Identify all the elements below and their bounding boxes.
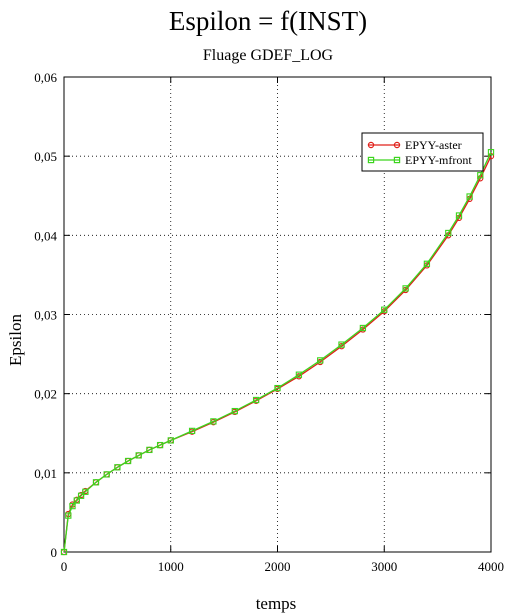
data-point-mfront (445, 229, 452, 237)
data-point-mfront (135, 452, 142, 459)
legend-box (361, 132, 484, 172)
data-point-mfront (103, 471, 110, 478)
y-tick-label: 0,05 (34, 149, 57, 164)
data-point-mfront (124, 457, 132, 465)
x-tick-label: 2000 (265, 559, 291, 574)
data-point-mfront (156, 441, 164, 449)
data-point-mfront (359, 324, 367, 332)
data-point-mfront (455, 212, 463, 219)
legend-marker-mfront (367, 156, 375, 164)
y-tick-label: 0,04 (34, 228, 57, 243)
data-point-mfront (252, 396, 260, 404)
data-point-mfront (73, 497, 80, 504)
y-tick-label: 0,06 (34, 70, 57, 85)
legend: EPYY-aster EPYY-mfront (361, 132, 484, 172)
data-series (60, 149, 495, 556)
data-point-mfront (188, 427, 196, 435)
data-point-mfront (423, 260, 431, 267)
data-point-mfront (402, 285, 409, 292)
legend-marker-aster (367, 141, 375, 149)
data-point-mfront (92, 479, 100, 486)
y-axis-label: Epsilon (6, 314, 25, 366)
data-point-mfront (82, 488, 89, 495)
legend-marker-mfront (393, 156, 401, 164)
data-point-mfront (487, 149, 495, 156)
series-line-aster (63, 155, 492, 553)
data-point-mfront (274, 384, 281, 392)
data-point-mfront (477, 172, 484, 179)
data-point-mfront (231, 407, 238, 415)
chart-title: Espilon = f(INST) (169, 6, 367, 36)
data-point-mfront (466, 193, 473, 200)
y-tick-label: 0,03 (34, 308, 57, 323)
series-line-mfront (63, 151, 492, 553)
data-point-mfront (295, 371, 303, 378)
x-tick-label: 3000 (371, 559, 397, 574)
data-point-mfront (65, 512, 72, 519)
y-tick-label: 0,01 (34, 466, 57, 481)
x-axis-label: temps (256, 594, 297, 613)
legend-marker-aster (393, 141, 401, 149)
x-tick-label: 0 (61, 559, 68, 574)
legend-label-mfront: EPYY-mfront (405, 153, 472, 167)
x-tick-label: 1000 (158, 559, 184, 574)
data-point-mfront (338, 341, 345, 348)
data-point-mfront (77, 492, 85, 499)
data-point-mfront (69, 502, 76, 510)
data-point-mfront (60, 548, 68, 556)
y-tick-label: 0 (51, 545, 58, 560)
chart-subtitle: Fluage GDEF_LOG (203, 47, 334, 64)
data-point-mfront (114, 464, 121, 471)
legend-label-aster: EPYY-aster (405, 138, 462, 152)
y-tick-label: 0,02 (34, 387, 57, 402)
data-point-mfront (210, 418, 217, 425)
data-point-mfront (146, 446, 153, 454)
data-point-mfront (167, 437, 174, 444)
x-tick-label: 4000 (478, 559, 504, 574)
axis-ticks: 0 1000 2000 3000 4000 0 0,01 0,02 0,03 0,04 0,05 0,… (34, 70, 504, 574)
data-point-mfront (381, 306, 388, 313)
data-point-mfront (317, 357, 324, 364)
